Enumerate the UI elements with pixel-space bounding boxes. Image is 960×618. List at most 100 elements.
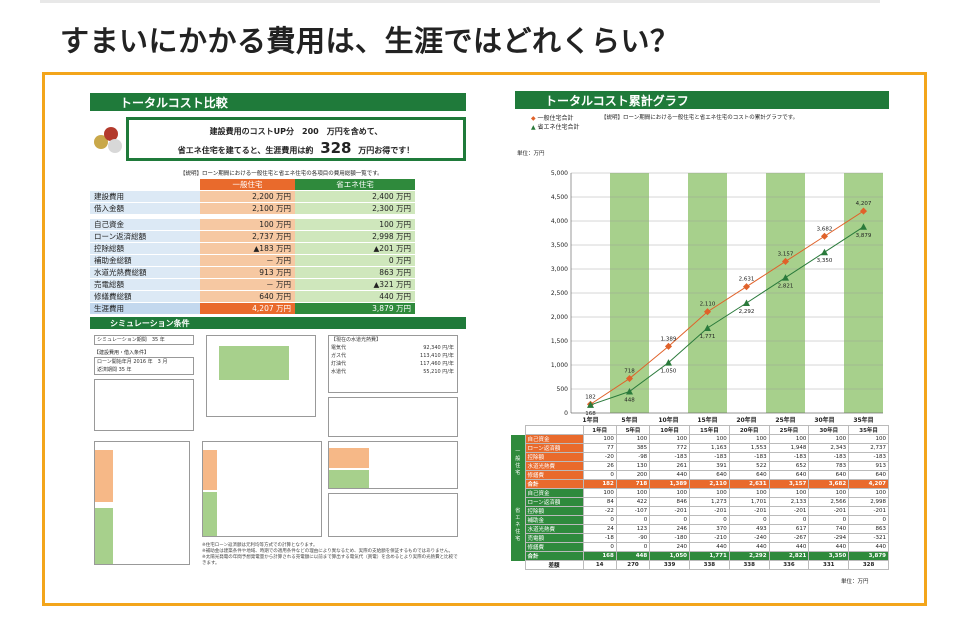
cell-value: 740	[808, 524, 850, 534]
general-sum-value: 2,631	[728, 479, 770, 489]
cost-eco-value: 0 万円	[295, 254, 415, 267]
cell-value: 100	[768, 488, 810, 498]
row-label: 控除額	[524, 452, 584, 462]
eco-point	[587, 401, 594, 408]
cell-value: 2,343	[808, 443, 850, 453]
row-label: 自己資金	[524, 434, 584, 444]
general-sum-value: 182	[582, 479, 617, 489]
cell-value: -183	[688, 452, 730, 462]
cost-general-value: 2,737 万円	[200, 230, 295, 243]
eco-point	[743, 299, 750, 306]
eco-point	[782, 274, 789, 281]
general-point	[820, 232, 829, 240]
cost-general-value: 2,100 万円	[200, 202, 295, 215]
footnotes: ※住宅ローン返済額は元利均等方式での計算となります。 ※補助金は建築条件や地域、…	[202, 543, 462, 567]
cell-value: -201	[768, 506, 810, 516]
eco-data-label: 2,292	[739, 309, 755, 315]
cell-value: -183	[649, 452, 690, 462]
general-data-label: 3,157	[778, 251, 794, 257]
col-general: 一般住宅	[200, 179, 295, 191]
general-point	[664, 342, 673, 350]
cost-row-label: ローン返済総額	[90, 230, 200, 243]
repay-label: 返済期間	[97, 367, 118, 373]
energy-value-1: 92,340 円/年	[423, 345, 454, 351]
eco-data-label: 1,050	[661, 369, 677, 375]
y-tick-label: 2,000	[551, 314, 568, 321]
eco-data-label: 3,879	[856, 233, 872, 239]
y-tick-label: 1,000	[551, 362, 568, 369]
cell-value: -20	[582, 452, 617, 462]
future-energy-box	[328, 441, 458, 489]
cell-value: 24	[582, 524, 617, 534]
cell-value: 1,273	[688, 497, 730, 507]
row-label: 修繕費	[524, 470, 584, 480]
cumulative-cost-doc: トータルコスト累計グラフ ◆ 一般住宅合計 ▲ 省エネ住宅合計 【説明】ローン期…	[511, 91, 921, 591]
col-eco: 省エネ住宅	[295, 179, 415, 191]
cell-value: 440	[688, 542, 730, 552]
cell-value: -98	[615, 452, 651, 462]
cumulative-row: 水道光熱費 26 130 261 391 522 652 783 913	[511, 461, 889, 471]
cell-value: -267	[768, 533, 810, 543]
sim-title-band: シミュレーション条件	[90, 317, 466, 329]
cell-value: 100	[688, 434, 730, 444]
general-data-label: 182	[585, 394, 596, 400]
cell-value: 640	[728, 470, 770, 480]
cell-value: -18	[582, 533, 617, 543]
general-series-line	[590, 210, 864, 405]
y-tick-label: 3,500	[551, 242, 568, 249]
cell-value: 0	[688, 515, 730, 525]
callout-line-2b: 万円お得です！	[358, 146, 415, 155]
cost-row: 補助金総額－ 万円 0 万円	[90, 254, 415, 267]
eco-point	[860, 223, 867, 230]
y-tick-label: 0	[564, 410, 568, 417]
eco-sum-value: 2,821	[768, 551, 810, 561]
cumulative-row: 水道光熱費 24 123 246 370 493 617 740 863	[511, 524, 889, 534]
cell-value: -183	[808, 452, 850, 462]
cell-value: 440	[848, 542, 889, 552]
cost-row: ローン返済総額 2,737 万円 2,998 万円	[90, 230, 415, 243]
footnote-3: ※太陽光発電の年間予想発電量から計算される売電額に以前まで算出する電気代（買電）…	[202, 555, 458, 566]
general-data-label: 2,110	[700, 302, 716, 308]
cost-general-value: 4,207 万円	[200, 302, 295, 315]
cost-row: 修繕費総額 640 万円 440 万円	[90, 290, 415, 303]
cell-value: 913	[848, 461, 889, 471]
side-eco-label: 省エネ住宅	[511, 488, 525, 561]
cell-value: 0	[615, 515, 651, 525]
general-data-label: 4,207	[856, 201, 872, 207]
cell-value: 130	[615, 461, 651, 471]
cell-value: -201	[728, 506, 770, 516]
cumulative-row: 控除額 -22 -107 -201 -201 -201 -201 -201 -201	[511, 506, 889, 516]
general-sum-value: 1,389	[649, 479, 690, 489]
eco-point	[665, 359, 672, 366]
cell-value: 493	[728, 524, 770, 534]
general-point	[742, 283, 751, 291]
cell-value: 100	[848, 434, 889, 444]
diff-value: 328	[848, 560, 889, 570]
cell-value: 640	[808, 470, 850, 480]
side-general-label: 一般住宅	[511, 434, 525, 489]
x-tick-label: 10年目	[658, 416, 678, 424]
x-tick-label: 30年目	[814, 416, 834, 424]
sim-period-box: シミュレーション期間 35 年	[94, 335, 194, 345]
cost-row-label: 補助金総額	[90, 254, 200, 267]
y-tick-label: 4,500	[551, 194, 568, 201]
cell-value: 2,737	[848, 443, 889, 453]
loan-start-label: ローン開始年月	[97, 359, 132, 365]
top-rule	[40, 0, 880, 3]
cell-value: -201	[808, 506, 850, 516]
year-header: 20年目	[728, 425, 770, 435]
y-tick-label: 5,000	[551, 170, 568, 177]
cell-value: 522	[728, 461, 770, 471]
cell-value: 391	[688, 461, 730, 471]
cell-value: -201	[688, 506, 730, 516]
loan-start-value: 2016 年 3 月	[133, 359, 168, 365]
total-cost-comparison-doc: トータルコスト比較 建設費用のコストUP分 200 万円を含めて、 省エネ住宅を…	[90, 91, 510, 591]
right-note: 【説明】ローン期間における一般住宅と省エネ住宅のコストの累計グラフです。	[601, 115, 799, 121]
general-data-label: 2,631	[739, 277, 755, 283]
cell-value: 100	[688, 488, 730, 498]
cost-row-label: 売電総額	[90, 278, 200, 291]
cost-eco-value: 100 万円	[295, 218, 415, 231]
cost-eco-value: 2,300 万円	[295, 202, 415, 215]
cell-value: 100	[808, 488, 850, 498]
cumulative-line-chart: 0 500 1,000 1,500 2,000 2,500 3,000 3,500 4,000 4…	[551, 170, 883, 424]
